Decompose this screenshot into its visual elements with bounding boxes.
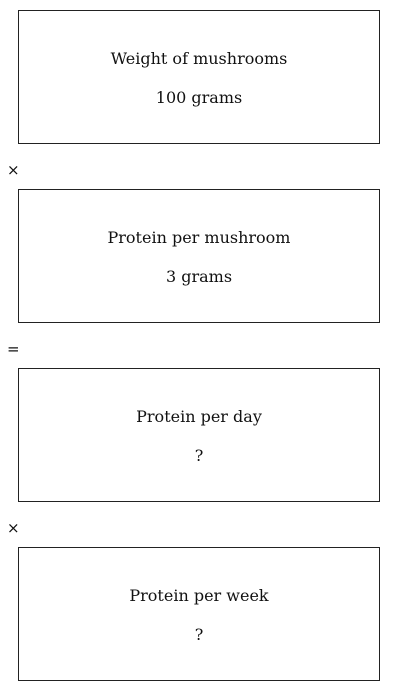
box-protein-per-week: Protein per week ? — [18, 547, 380, 681]
box-label: Protein per day — [136, 407, 262, 426]
box-label: Protein per mushroom — [107, 228, 291, 247]
multiply-operator: × — [7, 519, 20, 537]
box-value: 100 grams — [155, 88, 243, 107]
box-protein-per-day: Protein per day ? — [18, 368, 380, 502]
box-label: Weight of mushrooms — [110, 49, 288, 68]
equals-operator: = — [7, 340, 20, 358]
box-value: 3 grams — [165, 267, 233, 286]
box-protein-per-mushroom: Protein per mushroom 3 grams — [18, 189, 380, 323]
box-weight-of-mushrooms: Weight of mushrooms 100 grams — [18, 10, 380, 144]
box-label: Protein per week — [129, 586, 269, 605]
box-value: ? — [194, 625, 204, 644]
box-value: ? — [194, 446, 204, 465]
multiply-operator: × — [7, 161, 20, 179]
